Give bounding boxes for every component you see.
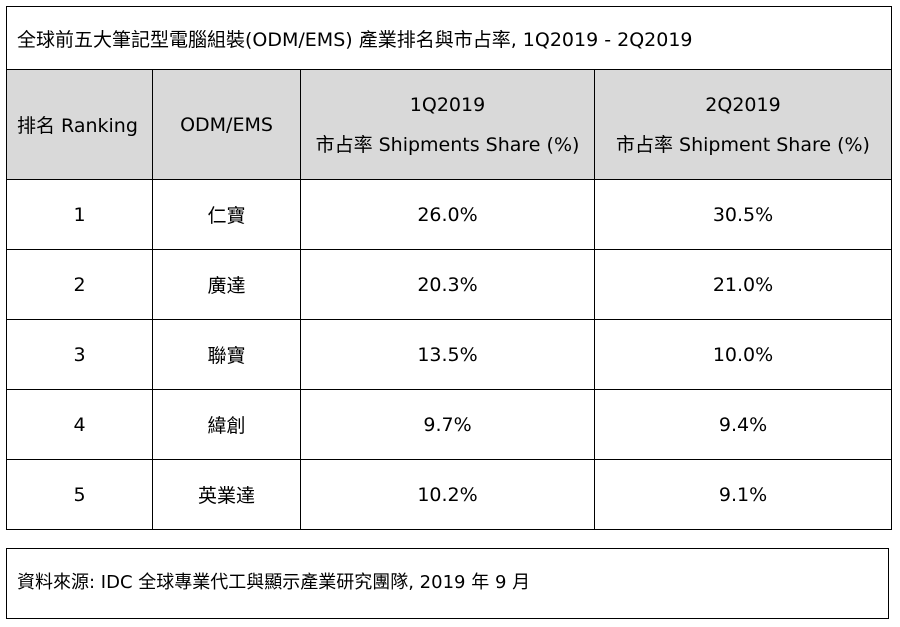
table-row: 4 緯創 9.7% 9.4% bbox=[6, 389, 893, 460]
company-cell: 仁寶 bbox=[152, 179, 301, 250]
title-row: 全球前五大筆記型電腦組裝(ODM/EMS) 產業排名與市占率, 1Q2019 -… bbox=[5, 6, 893, 70]
company-cell: 廣達 bbox=[152, 249, 301, 320]
rank-cell: 1 bbox=[6, 179, 153, 250]
q1-share-cell: 13.5% bbox=[300, 319, 595, 390]
q1-share-cell: 20.3% bbox=[300, 249, 595, 320]
q2-share-cell: 9.1% bbox=[593, 459, 893, 530]
ranking-table: 全球前五大筆記型電腦組裝(ODM/EMS) 產業排名與市占率, 1Q2019 -… bbox=[5, 6, 893, 530]
q2-header: 2Q2019 市占率 Shipment Share (%) bbox=[593, 69, 893, 180]
table-row: 2 廣達 20.3% 21.0% bbox=[6, 249, 893, 320]
rank-cell: 4 bbox=[6, 389, 153, 460]
q1-share-label: 市占率 Shipments Share (%) bbox=[315, 133, 580, 156]
header-row: 排名 Ranking ODM/EMS 1Q2019 市占率 Shipments … bbox=[6, 69, 893, 180]
q1-share-cell: 10.2% bbox=[300, 459, 595, 530]
q2-share-label: 市占率 Shipment Share (%) bbox=[616, 133, 870, 156]
source-note: 資料來源: IDC 全球專業代工與顯示產業研究團隊, 2019 年 9 月 bbox=[6, 548, 889, 619]
rank-cell: 2 bbox=[6, 249, 153, 320]
q2-share-cell: 9.4% bbox=[593, 389, 893, 460]
rank-header: 排名 Ranking bbox=[6, 69, 153, 180]
company-cell: 聯寶 bbox=[152, 319, 301, 390]
q1-period: 1Q2019 bbox=[409, 93, 486, 116]
company-cell: 緯創 bbox=[152, 389, 301, 460]
q2-share-cell: 30.5% bbox=[593, 179, 893, 250]
table-row: 3 聯寶 13.5% 10.0% bbox=[6, 319, 893, 390]
company-cell: 英業達 bbox=[152, 459, 301, 530]
table-title: 全球前五大筆記型電腦組裝(ODM/EMS) 產業排名與市占率, 1Q2019 -… bbox=[5, 6, 893, 70]
company-header: ODM/EMS bbox=[152, 69, 301, 180]
q1-share-cell: 9.7% bbox=[300, 389, 595, 460]
q1-share-cell: 26.0% bbox=[300, 179, 595, 250]
table-row: 1 仁寶 26.0% 30.5% bbox=[6, 179, 893, 250]
q2-share-cell: 21.0% bbox=[593, 249, 893, 320]
q2-share-cell: 10.0% bbox=[593, 319, 893, 390]
rank-cell: 5 bbox=[6, 459, 153, 530]
rank-cell: 3 bbox=[6, 319, 153, 390]
q2-period: 2Q2019 bbox=[705, 93, 781, 116]
q1-header: 1Q2019 市占率 Shipments Share (%) bbox=[300, 69, 595, 180]
table-row: 5 英業達 10.2% 9.1% bbox=[6, 459, 893, 530]
